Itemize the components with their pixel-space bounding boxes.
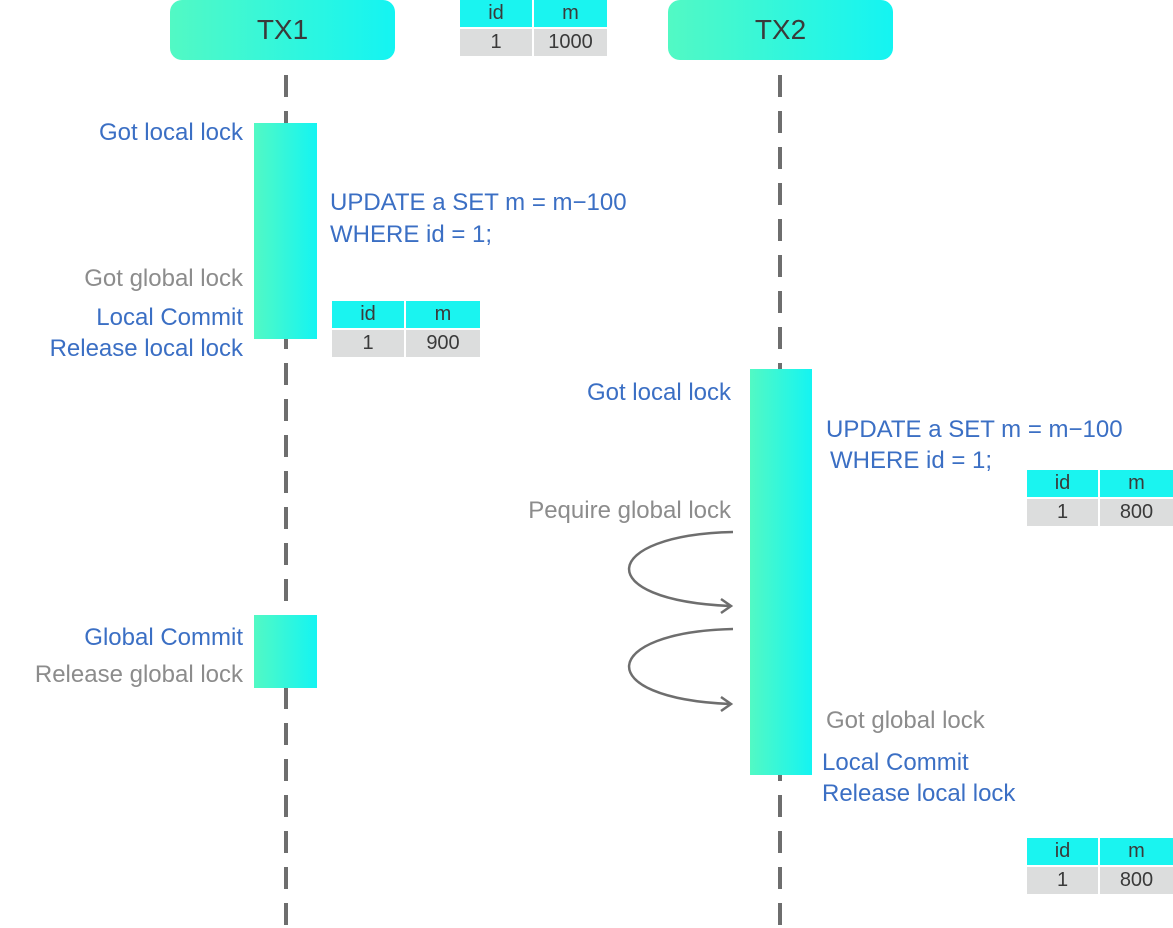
tx2-require-global-lock: Pequire global lock [528, 497, 731, 524]
data-table-initial: id m 1 1000 [458, 0, 609, 58]
table-cell: 1 [332, 330, 404, 357]
table-header: m [406, 301, 480, 328]
retry-arrow-2-head [720, 695, 734, 713]
tx2-label: TX2 [754, 14, 807, 45]
table-cell: 1000 [534, 29, 607, 56]
data-table-final: id m 1 800 [1025, 836, 1173, 896]
tx1-local-commit: Local Commit [96, 304, 243, 331]
tx1-activation-2 [254, 615, 317, 688]
table-cell: 1 [1027, 867, 1098, 894]
tx1-got-global-lock: Got global lock [84, 265, 243, 292]
tx2-release-local-lock: Release local lock [822, 780, 1016, 807]
table-header: id [332, 301, 404, 328]
tx1-global-commit: Global Commit [84, 624, 243, 651]
tx2-activation [750, 369, 812, 775]
table-cell: 1 [1027, 499, 1098, 526]
tx1-release-global-lock: Release global lock [34, 661, 243, 688]
table-header: m [1100, 838, 1173, 865]
tx1-header: TX1 [170, 0, 395, 60]
retry-arrow-2 [627, 627, 734, 706]
table-header: id [1027, 470, 1098, 497]
tx1-release-local-lock: Release local lock [49, 335, 243, 362]
table-cell: 900 [406, 330, 480, 357]
data-table-tx2: id m 1 800 [1025, 468, 1173, 528]
tx2-local-commit: Local Commit [822, 749, 969, 776]
tx1-activation-1 [254, 123, 317, 339]
data-table-tx1: id m 1 900 [330, 299, 482, 359]
table-header: id [460, 0, 532, 27]
tx1-got-local-lock: Got local lock [98, 119, 243, 146]
table-header: m [534, 0, 607, 27]
tx1-sql-line1: UPDATE a SET m = m−100 [330, 189, 627, 216]
table-cell: 800 [1100, 499, 1173, 526]
tx2-sql-line2: WHERE id = 1; [830, 447, 993, 474]
table-cell: 800 [1100, 867, 1173, 894]
tx1-lifeline [284, 75, 288, 928]
tx2-header: TX2 [668, 0, 893, 60]
tx1-label: TX1 [256, 14, 309, 45]
tx2-got-local-lock: Got local lock [586, 379, 731, 406]
retry-arrow-1-head [720, 597, 734, 615]
tx2-sql-line1: UPDATE a SET m = m−100 [826, 416, 1123, 443]
table-cell: 1 [460, 29, 532, 56]
table-header: id [1027, 838, 1098, 865]
retry-arrow-1 [627, 530, 734, 608]
tx2-got-global-lock: Got global lock [826, 707, 985, 734]
tx1-sql-line2: WHERE id = 1; [330, 221, 493, 248]
table-header: m [1100, 470, 1173, 497]
